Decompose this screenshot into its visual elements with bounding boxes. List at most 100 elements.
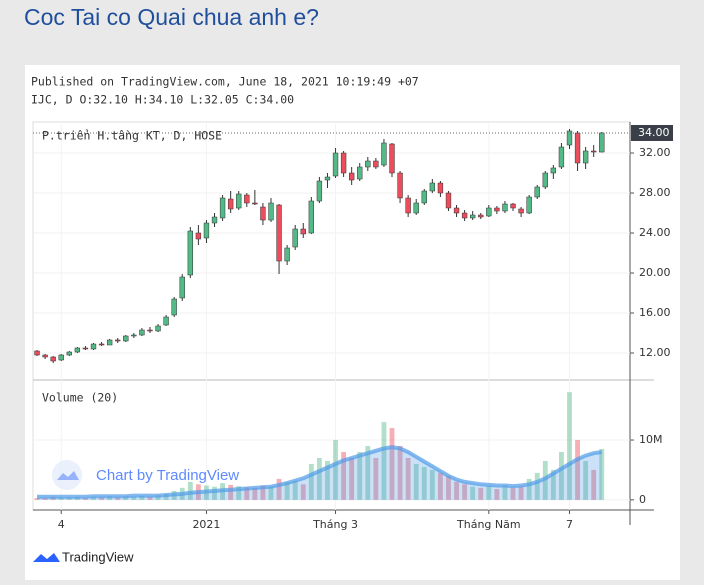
y-tick-label: 16.00 — [639, 306, 671, 319]
candle-body — [276, 204, 282, 262]
candle-body — [365, 160, 371, 168]
candle-body — [195, 232, 202, 240]
x-tick-label: Tháng Năm — [456, 518, 521, 531]
volume-bar — [583, 460, 589, 500]
volume-bar — [34, 498, 40, 500]
x-tick-label: 4 — [58, 518, 65, 531]
volume-bar — [244, 487, 250, 500]
volume-bar — [526, 478, 532, 500]
y-tick-label: 0 — [639, 493, 646, 506]
candle-body — [42, 354, 48, 358]
candle-body — [486, 207, 492, 217]
candle-body — [171, 298, 177, 316]
candle-body — [453, 207, 460, 214]
volume-bar — [292, 480, 298, 500]
volume-bar — [429, 469, 435, 500]
volume-bar — [42, 498, 48, 500]
candle-body — [437, 182, 444, 194]
candle-body — [574, 132, 581, 164]
candle-body — [348, 172, 355, 181]
candle-body — [82, 347, 89, 350]
candle-body — [324, 176, 331, 181]
candle-body — [478, 214, 484, 218]
volume-bar — [510, 487, 516, 500]
candle-body — [542, 172, 548, 188]
candle-body — [502, 203, 508, 212]
volume-bar — [333, 440, 338, 500]
candle-body — [518, 208, 524, 214]
volume-bar — [454, 481, 459, 500]
candle-body — [389, 143, 395, 174]
candle-body — [98, 343, 105, 346]
volume-bar — [341, 451, 347, 500]
candle-body — [340, 152, 347, 174]
volume-bar — [131, 496, 137, 500]
volume-bar — [91, 496, 96, 500]
plot-frame — [32, 121, 631, 511]
volume-bar — [236, 486, 242, 500]
volume-bar — [325, 460, 330, 500]
candle-body — [582, 150, 589, 164]
volume-label: Volume (20) — [42, 391, 118, 405]
volume-bar — [115, 497, 121, 500]
candle-body — [244, 194, 250, 204]
candle-body — [106, 339, 113, 346]
volume-bar — [228, 484, 234, 500]
candle-body — [494, 207, 500, 212]
volume-bar — [139, 495, 145, 500]
volume-bar — [591, 469, 597, 500]
volume-bar — [559, 451, 564, 500]
candle-body — [421, 190, 427, 204]
volume-bar — [421, 466, 427, 500]
last-price-box — [631, 125, 673, 141]
candle-body — [147, 329, 153, 332]
candle-body — [300, 228, 306, 235]
candle-body — [155, 325, 161, 332]
candle-body — [526, 196, 532, 214]
candle-body — [123, 335, 129, 342]
volume-bar — [567, 392, 572, 500]
candle-body — [236, 193, 242, 209]
candle-body — [74, 347, 81, 353]
y-tick-label: 32.00 — [639, 146, 671, 159]
volume-bar — [575, 440, 580, 500]
candle-body — [268, 202, 274, 221]
volume-bar — [349, 457, 355, 500]
candle-body — [66, 351, 72, 356]
watermark-icon — [57, 471, 79, 480]
volume-bar — [212, 486, 217, 500]
volume-bar — [308, 463, 314, 500]
y-tick-label: 12.00 — [639, 346, 671, 359]
candle-body — [397, 172, 403, 199]
published-line: Published on TradingView.com, June 18, 2… — [31, 75, 419, 89]
volume-bar — [357, 451, 363, 500]
volume-bar — [478, 487, 484, 500]
candle-body — [34, 350, 40, 356]
last-price-label: 34.00 — [638, 126, 670, 139]
y-tick-label: 10M — [639, 433, 663, 446]
candle-body — [558, 146, 565, 168]
candle-body — [50, 356, 56, 362]
volume-bar — [413, 463, 419, 500]
brand-logo — [33, 553, 60, 562]
x-tick-label: 7 — [566, 518, 573, 531]
x-tick-label: 2021 — [192, 518, 220, 531]
y-tick-label: 24.00 — [639, 226, 671, 239]
candle-body — [260, 206, 266, 221]
candle-body — [381, 142, 387, 166]
volume-bar — [470, 486, 476, 500]
volume-bar — [599, 448, 605, 500]
volume-bar — [462, 484, 468, 500]
volume-bar — [276, 478, 282, 500]
post-title: Coc Tai co Quai chua anh e? — [24, 4, 319, 30]
candle-body — [203, 222, 210, 239]
candle-body — [115, 339, 121, 342]
candle-body — [292, 228, 298, 248]
candle-body — [534, 186, 540, 198]
candle-body — [566, 130, 573, 146]
volume-bar — [502, 485, 508, 500]
volume-bar — [252, 487, 258, 500]
candle-body — [599, 132, 605, 153]
candle-body — [227, 198, 234, 210]
